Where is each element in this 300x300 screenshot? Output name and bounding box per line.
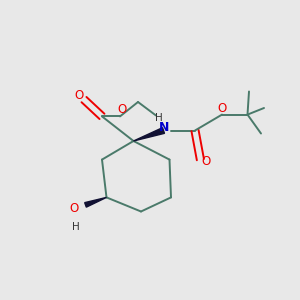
Text: O: O (69, 202, 78, 215)
Text: O: O (218, 101, 226, 115)
Text: H: H (155, 113, 163, 123)
Text: H: H (72, 221, 80, 232)
Text: O: O (117, 103, 126, 116)
Polygon shape (134, 128, 164, 141)
Polygon shape (85, 197, 106, 207)
Text: O: O (75, 89, 84, 102)
Text: O: O (201, 154, 210, 168)
Text: N: N (159, 121, 169, 134)
